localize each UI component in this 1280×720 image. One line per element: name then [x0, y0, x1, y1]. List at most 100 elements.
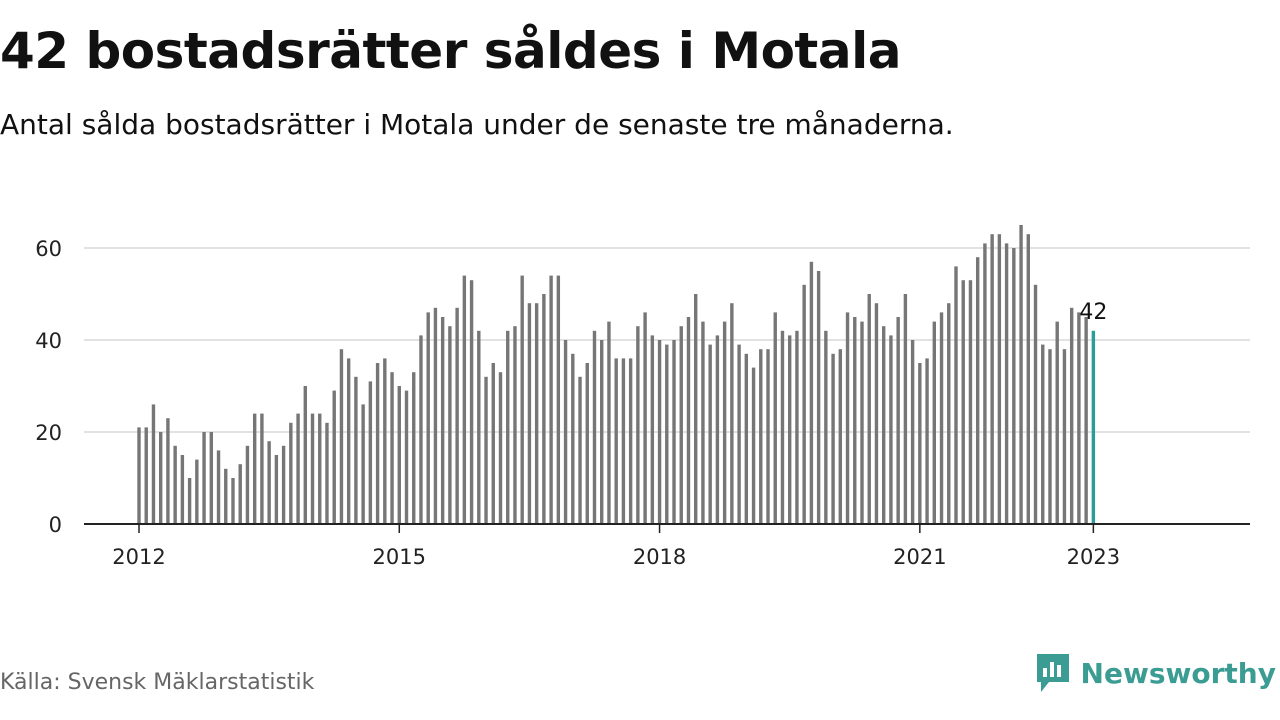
bar	[187, 478, 192, 524]
latest-value-label: 42	[1079, 300, 1107, 325]
bar	[325, 422, 329, 524]
bar	[354, 376, 358, 524]
bar	[426, 312, 430, 524]
bar	[173, 445, 177, 524]
bar	[289, 422, 293, 524]
bar	[245, 445, 250, 524]
bar	[910, 340, 915, 524]
x-tick-label: 2018	[633, 545, 686, 569]
brand-name: Newsworthy	[1080, 656, 1276, 690]
bar	[600, 340, 604, 524]
bar	[296, 413, 300, 524]
bar	[889, 335, 893, 524]
bar	[1084, 317, 1088, 524]
bar	[1012, 248, 1016, 524]
bar	[375, 363, 380, 524]
x-tick-label: 2012	[112, 545, 165, 569]
bar	[397, 386, 401, 524]
bar	[498, 372, 503, 524]
bar	[1033, 284, 1038, 524]
bar	[571, 353, 575, 524]
bar	[766, 349, 770, 524]
bar	[628, 358, 633, 524]
bar	[665, 344, 669, 524]
bar	[809, 261, 814, 524]
bar	[672, 340, 676, 524]
bar	[592, 330, 597, 524]
bar	[412, 372, 416, 524]
bar	[845, 312, 850, 524]
bar	[1026, 234, 1030, 524]
bar	[166, 418, 170, 524]
bar	[267, 441, 271, 524]
bar	[954, 266, 958, 524]
bar	[549, 275, 553, 524]
bar	[1062, 349, 1067, 524]
bar	[874, 303, 879, 524]
bar	[151, 404, 156, 524]
bar	[419, 335, 423, 524]
bar	[462, 275, 467, 524]
bar	[896, 317, 900, 524]
bar	[346, 358, 351, 524]
bar	[881, 326, 886, 524]
bar	[433, 307, 438, 524]
bar	[260, 413, 264, 524]
bar	[903, 294, 908, 524]
bar	[947, 303, 951, 524]
bar	[643, 312, 647, 524]
newsworthy-logo-icon	[1036, 654, 1069, 692]
bar	[614, 358, 618, 524]
bar	[455, 307, 459, 524]
bar	[491, 363, 495, 524]
bar	[657, 340, 662, 524]
bar	[310, 413, 315, 524]
bar	[209, 432, 213, 524]
bar	[506, 330, 510, 524]
bar	[679, 326, 683, 524]
bar	[332, 390, 336, 524]
bar	[180, 455, 185, 524]
bar	[1055, 321, 1059, 524]
bar	[780, 330, 785, 524]
bar	[636, 326, 640, 524]
bar	[730, 303, 734, 524]
bar	[303, 386, 307, 524]
bar	[224, 468, 228, 524]
bar	[773, 312, 777, 524]
bar	[477, 330, 481, 524]
bar	[788, 335, 792, 524]
bar	[860, 321, 864, 524]
bar	[737, 344, 741, 524]
y-tick-label: 40	[35, 329, 62, 353]
bar-latest	[1091, 330, 1096, 524]
bar	[216, 450, 221, 524]
bar	[744, 353, 749, 524]
bar	[715, 335, 720, 524]
bar	[831, 353, 835, 524]
bar	[1048, 349, 1052, 524]
newsworthy-logo[interactable]: Newsworthy	[1035, 652, 1276, 694]
bar	[816, 271, 821, 524]
bar	[838, 349, 843, 524]
bar	[556, 275, 561, 524]
bar	[925, 358, 929, 524]
bar-chart: 0 20 40 60 2012 2015 2018 2021 2023 42	[35, 225, 1250, 569]
bar	[918, 363, 922, 524]
bar	[527, 303, 532, 524]
bar	[252, 413, 257, 524]
bar	[144, 427, 148, 524]
bar	[939, 312, 944, 524]
bar	[751, 367, 756, 524]
bar	[607, 321, 611, 524]
bar	[990, 234, 994, 524]
bar	[932, 321, 936, 524]
bar	[853, 317, 857, 524]
bar	[158, 432, 163, 524]
bar	[137, 427, 141, 524]
bar	[802, 284, 806, 524]
bar	[578, 376, 582, 524]
bar	[997, 234, 1002, 524]
bar	[961, 280, 965, 524]
bar	[542, 294, 546, 524]
